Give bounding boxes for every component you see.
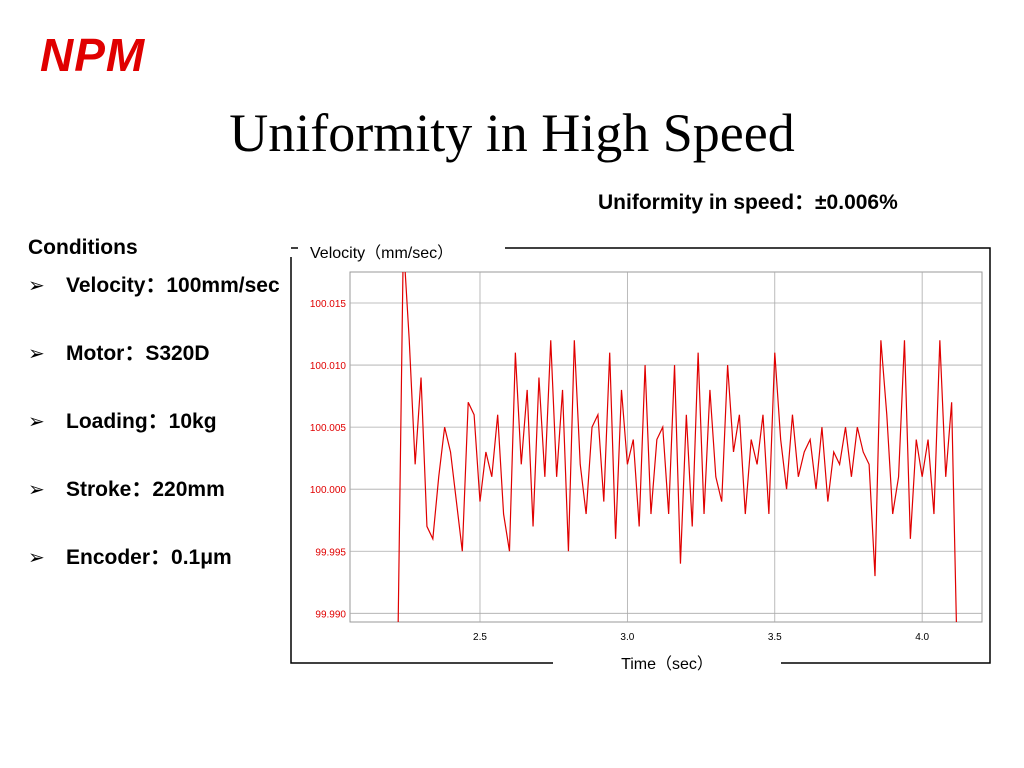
y-tick-label: 100.005 bbox=[310, 423, 347, 434]
y-tick-label: 99.995 bbox=[315, 547, 346, 558]
x-axis-label: Time（sec） bbox=[621, 655, 713, 673]
x-tick-label: 2.5 bbox=[473, 632, 487, 643]
velocity-line bbox=[397, 272, 957, 622]
conditions-heading: Conditions bbox=[28, 236, 138, 259]
x-tick-label: 4.0 bbox=[915, 632, 929, 643]
slide-title: Uniformity in High Speed bbox=[229, 103, 795, 163]
y-tick-label: 100.010 bbox=[310, 361, 347, 372]
y-tick-label: 100.000 bbox=[310, 485, 347, 496]
y-tick-label: 100.015 bbox=[310, 299, 347, 310]
y-axis-label: Velocity（mm/sec） bbox=[310, 244, 453, 262]
logo: NPM bbox=[40, 29, 146, 81]
condition: Stroke：220mm bbox=[28, 476, 283, 504]
x-tick-label: 3.0 bbox=[620, 632, 634, 643]
condition: Encoder：0.1μm bbox=[28, 544, 283, 572]
condition: Motor：S320D bbox=[28, 340, 283, 368]
x-tick-label: 3.5 bbox=[768, 632, 782, 643]
summary: Uniformity in speed：±0.006% bbox=[598, 191, 898, 214]
frame bbox=[290, 247, 991, 664]
plot-area bbox=[349, 271, 983, 623]
conditions-list: Velocity：100mm/sec Motor：S320D Loading：1… bbox=[28, 272, 283, 612]
condition: Loading：10kg bbox=[28, 408, 283, 436]
y-tick-label: 99.990 bbox=[315, 609, 346, 620]
condition: Velocity：100mm/sec bbox=[28, 272, 283, 300]
